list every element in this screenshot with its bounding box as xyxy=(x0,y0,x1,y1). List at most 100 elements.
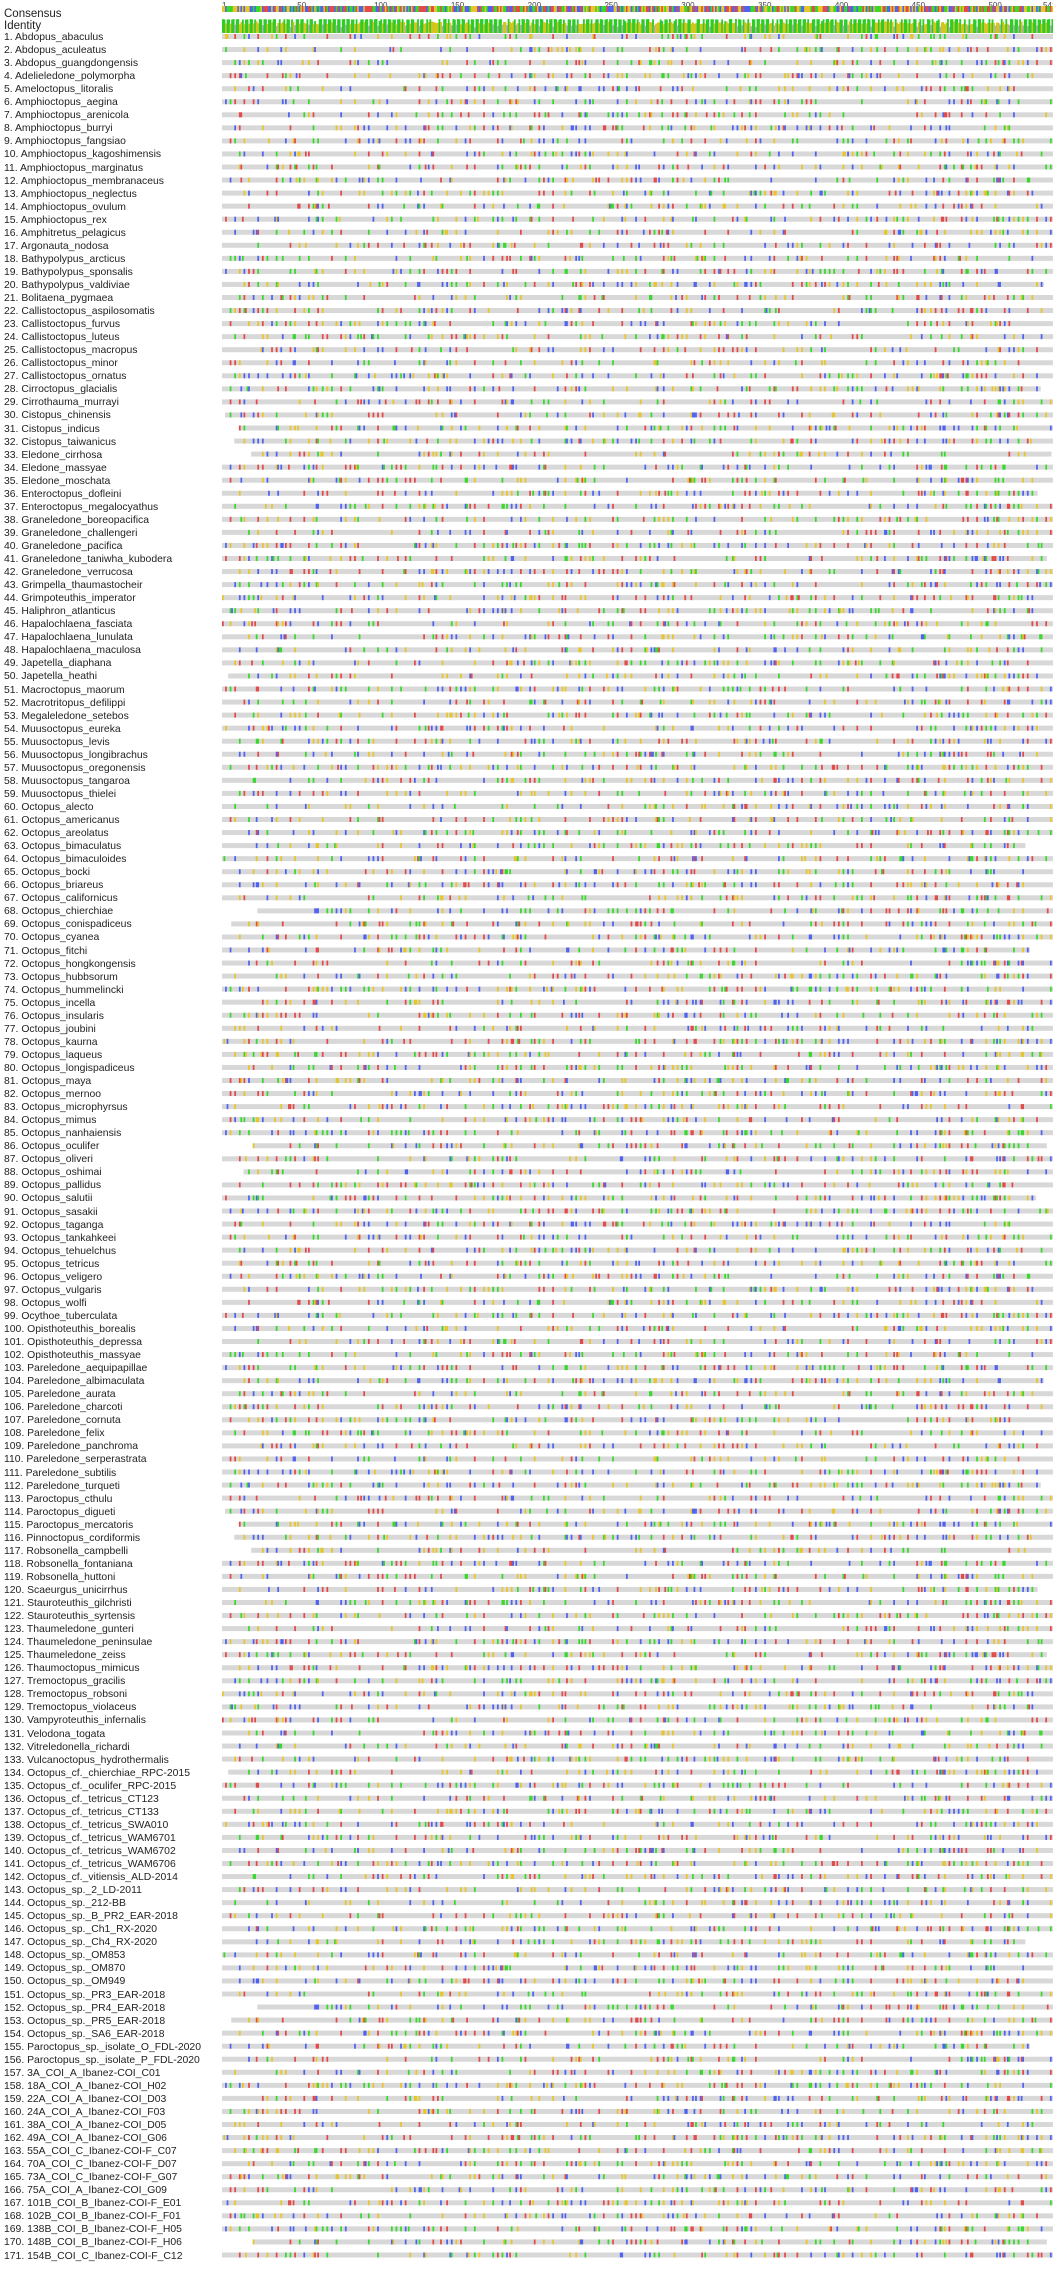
sequence-row[interactable] xyxy=(222,595,1053,601)
sequence-label[interactable]: 149. Octopus_sp._OM870 xyxy=(4,1963,126,1975)
sequence-label[interactable]: 73. Octopus_hubbsorum xyxy=(4,971,118,983)
sequence-row[interactable] xyxy=(222,308,1053,314)
sequence-label[interactable]: 134. Octopus_cf._chierchiae_RPC-2015 xyxy=(4,1767,190,1779)
sequence-label[interactable]: 3. Abdopus_guangdongensis xyxy=(4,58,139,70)
sequence-label[interactable]: 160. 24A_COI_A_Ibanez-COI_F03 xyxy=(4,2106,166,2118)
sequence-label[interactable]: 58. Muusoctopus_tangaroa xyxy=(4,775,130,787)
sequence-label[interactable]: 170. 148B_COI_B_Ibanez-COI-F_H06 xyxy=(4,2237,182,2249)
sequence-label[interactable]: 59. Muusoctopus_thielei xyxy=(4,788,117,800)
sequence-row[interactable] xyxy=(222,242,1053,248)
sequence-label[interactable]: 117. Robsonella_campbelli xyxy=(4,1545,128,1557)
sequence-label[interactable]: 147. Octopus_sp._Ch4_RX-2020 xyxy=(4,1937,158,1949)
sequence-label[interactable]: 48. Hapalochlaena_maculosa xyxy=(4,645,141,657)
sequence-label[interactable]: 167. 101B_COI_B_Ibanez-COI-F_E01 xyxy=(4,2198,182,2210)
sequence-label[interactable]: 38. Graneledone_boreopacifica xyxy=(4,514,149,526)
sequence-label[interactable]: 57. Muusoctopus_oregonensis xyxy=(4,762,146,774)
sequence-label[interactable]: 141. Octopus_cf._tetricus_WAM6706 xyxy=(4,1859,176,1870)
sequence-label[interactable]: 146. Octopus_sp._Ch1_RX-2020 xyxy=(4,1924,158,1936)
sequence-label[interactable]: 85. Octopus_nanhaiensis xyxy=(4,1128,122,1140)
sequence-row[interactable] xyxy=(222,490,1038,496)
sequence-row[interactable] xyxy=(222,360,1053,366)
sequence-label[interactable]: 131. Velodona_togata xyxy=(4,1728,106,1740)
sequence-label[interactable]: 143. Octopus_sp._2_LD-2011 xyxy=(4,1885,142,1897)
sequence-label[interactable]: 157. 3A_COI_A_Ibanez-COI_C01 xyxy=(4,2067,161,2079)
sequence-row[interactable] xyxy=(222,399,1053,405)
sequence-label[interactable]: 129. Tremoctopus_violaceus xyxy=(4,1702,137,1714)
sequence-label[interactable]: 49. Japetella_diaphana xyxy=(4,658,112,670)
sequence-label[interactable]: 12. Amphioctopus_membranaceus xyxy=(4,175,164,187)
sequence-label[interactable]: 76. Octopus_insularis xyxy=(4,1010,104,1022)
sequence-label[interactable]: 27. Callistoctopus_ornatus xyxy=(4,371,127,383)
sequence-label[interactable]: 78. Octopus_kaurna xyxy=(4,1036,98,1048)
sequence-label[interactable]: 92. Octopus_taganga xyxy=(4,1219,104,1231)
sequence-label[interactable]: 118. Robsonella_fontaniana xyxy=(4,1558,133,1570)
sequence-label[interactable]: 140. Octopus_cf._tetricus_WAM6702 xyxy=(4,1845,176,1857)
sequence-label[interactable]: 71. Octopus_fitchi xyxy=(4,945,88,957)
sequence-label[interactable]: 21. Bolitaena_pygmaea xyxy=(4,293,114,304)
sequence-label[interactable]: 22. Callistoctopus_aspilosomatis xyxy=(4,306,155,318)
sequence-row[interactable] xyxy=(222,203,1053,209)
sequence-label[interactable]: 8. Amphioctopus_burryi xyxy=(4,123,113,135)
sequence-row[interactable] xyxy=(222,73,1053,79)
sequence-label[interactable]: 94. Octopus_tehuelchus xyxy=(4,1245,117,1257)
sequence-label[interactable]: 54. Muusoctopus_eureka xyxy=(4,723,121,735)
sequence-row[interactable] xyxy=(222,86,1053,92)
sequence-label[interactable]: 26. Callistoctopus_minor xyxy=(4,358,118,370)
sequence-row[interactable] xyxy=(222,464,1053,470)
sequence-label[interactable]: 137. Octopus_cf._tetricus_CT133 xyxy=(4,1806,159,1818)
sequence-label[interactable]: 65. Octopus_bocki xyxy=(4,867,91,879)
sequence-label[interactable]: 29. Cirrothauma_murrayi xyxy=(4,397,119,409)
sequence-label[interactable]: 10. Amphioctopus_kagoshimensis xyxy=(4,149,162,161)
sequence-label[interactable]: 70. Octopus_cyanea xyxy=(4,932,100,944)
sequence-label[interactable]: 84. Octopus_mimus xyxy=(4,1115,97,1127)
sequence-label[interactable]: 24. Callistoctopus_luteus xyxy=(4,332,120,344)
sequence-row[interactable] xyxy=(222,99,1053,105)
sequence-row[interactable] xyxy=(222,503,1053,509)
sequence-row[interactable] xyxy=(222,229,1053,235)
sequence-row[interactable] xyxy=(222,373,1053,379)
sequence-label[interactable]: 20. Bathypolypus_valdiviae xyxy=(4,279,130,291)
sequence-label[interactable]: 145. Octopus_sp._B_PR2_EAR-2018 xyxy=(4,1911,178,1923)
sequence-row[interactable] xyxy=(222,529,1053,535)
sequence-label[interactable]: 41. Graneledone_taniwha_kubodera xyxy=(4,554,173,565)
sequence-label[interactable]: 96. Octopus_veligero xyxy=(4,1271,103,1283)
sequence-label[interactable]: 133. Vulcanoctopus_hydrothermalis xyxy=(4,1754,169,1766)
sequence-row[interactable] xyxy=(225,412,1053,418)
sequence-label[interactable]: 42. Graneledone_verrucosa xyxy=(4,567,133,579)
sequence-label[interactable]: 166. 75A_COI_A_Ibanez-COI_G09 xyxy=(4,2185,167,2197)
sequence-label[interactable]: 111. Pareledone_subtilis xyxy=(4,1467,117,1479)
sequence-label[interactable]: 61. Octopus_americanus xyxy=(4,815,120,826)
sequence-label[interactable]: 82. Octopus_mernoo xyxy=(4,1089,102,1101)
sequence-label[interactable]: 75. Octopus_incella xyxy=(4,997,96,1009)
sequence-label[interactable]: 64. Octopus_bimaculoides xyxy=(4,854,127,866)
sequence-label[interactable]: 114. Paroctopus_digueti xyxy=(4,1506,116,1518)
sequence-label[interactable]: 56. Muusoctopus_longibrachus xyxy=(4,749,148,761)
sequence-label[interactable]: 19. Bathypolypus_sponsalis xyxy=(4,266,133,278)
sequence-label[interactable]: 74. Octopus_hummelincki xyxy=(4,984,124,996)
sequence-label[interactable]: 87. Octopus_oliveri xyxy=(4,1154,93,1166)
sequence-row[interactable] xyxy=(222,477,1053,483)
sequence-label[interactable]: 144. Octopus_sp._212-BB xyxy=(4,1898,126,1910)
sequence-label[interactable]: 67. Octopus_californicus xyxy=(4,893,118,905)
sequence-label[interactable]: 60. Octopus_alecto xyxy=(4,801,94,813)
sequence-label[interactable]: 121. Stauroteuthis_gilchristi xyxy=(4,1598,132,1609)
sequence-label[interactable]: 104. Pareledone_albimaculata xyxy=(4,1376,145,1388)
sequence-label[interactable]: 51. Macroctopus_maorum xyxy=(4,684,125,696)
sequence-label[interactable]: 148. Octopus_sp._OM853 xyxy=(4,1950,126,1962)
sequence-label[interactable]: 43. Grimpella_thaumastocheir xyxy=(4,580,143,592)
sequence-row[interactable] xyxy=(222,386,1041,392)
sequence-row[interactable] xyxy=(222,216,1053,222)
sequence-label[interactable]: 17. Argonauta_nodosa xyxy=(4,240,109,252)
sequence-label[interactable]: 1. Abdopus_abaculus xyxy=(4,32,104,43)
sequence-label[interactable]: 7. Amphioctopus_arenicola xyxy=(4,110,129,122)
sequence-row[interactable] xyxy=(222,151,1053,157)
sequence-label[interactable]: 98. Octopus_wolfi xyxy=(4,1297,87,1309)
sequence-row[interactable] xyxy=(222,268,1053,274)
sequence-label[interactable]: 86. Octopus_oculifer xyxy=(4,1141,100,1153)
sequence-label[interactable]: 124. Thaumeledone_peninsulae xyxy=(4,1637,153,1649)
sequence-row[interactable] xyxy=(222,125,1053,131)
sequence-label[interactable]: 68. Octopus_chierchiae xyxy=(4,906,114,918)
sequence-label[interactable]: 44. Grimpoteuthis_imperator xyxy=(4,593,136,605)
sequence-label[interactable]: 112. Pareledone_turqueti xyxy=(4,1480,120,1492)
sequence-row[interactable] xyxy=(234,438,1053,444)
